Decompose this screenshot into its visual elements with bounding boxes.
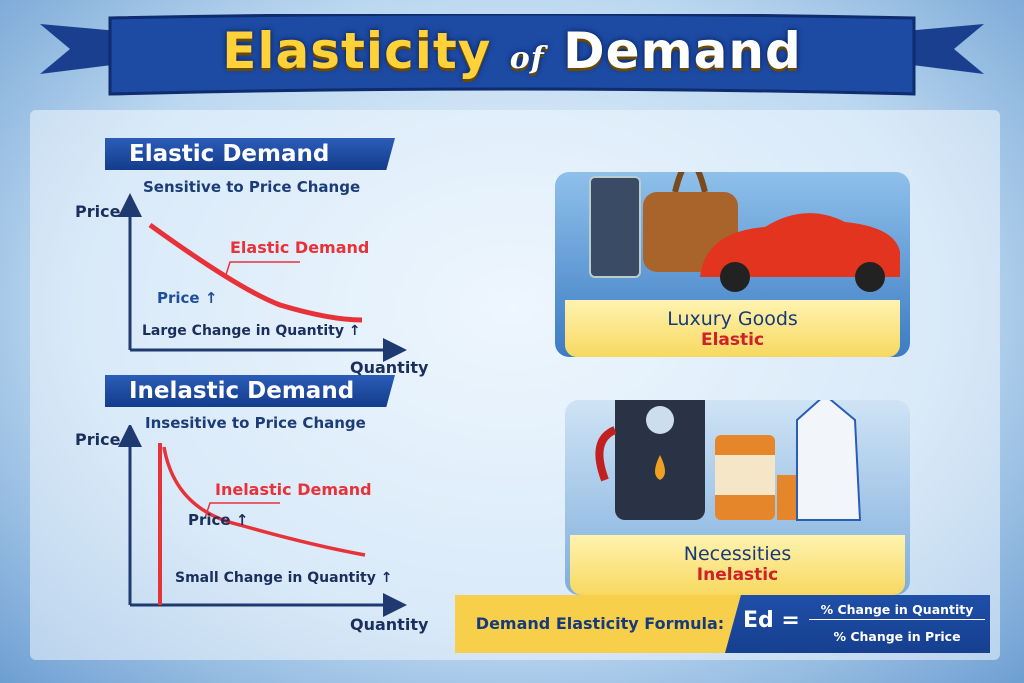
curve-label: Inelastic Demand xyxy=(215,480,372,499)
milk-carton-icon xyxy=(796,400,862,521)
luxury-label: Luxury Goods Elastic xyxy=(565,300,900,357)
sports-car-icon xyxy=(700,213,900,277)
x-axis-label: Quantity xyxy=(350,358,429,377)
luxury-goods-card: Luxury Goods Elastic xyxy=(555,172,910,357)
necessities-card: Necessities Inelastic xyxy=(565,400,910,595)
formula-numerator: % Change in Quantity xyxy=(809,602,985,620)
luxury-tag: Elastic xyxy=(700,330,765,350)
quantity-note: Large Change in Quantity ↑ xyxy=(142,323,361,339)
formula-lhs: Ed = xyxy=(743,608,800,633)
inelastic-subtitle: Insesitive to Price Change xyxy=(145,414,366,432)
formula-denominator: % Change in Price xyxy=(833,629,961,644)
price-note: Price ↑ xyxy=(188,511,248,529)
price-note: Price ↑ xyxy=(157,289,217,307)
elastic-chart: Price Quantity Elastic Demand Price ↑ La… xyxy=(75,193,429,377)
quantity-note: Small Change in Quantity ↑ xyxy=(175,570,392,586)
inelastic-heading: Inelastic Demand xyxy=(105,375,395,407)
formula-box: Ed = % Change in Quantity % Change in Pr… xyxy=(725,595,990,653)
x-axis-label: Quantity xyxy=(350,615,429,634)
necessities-tag: Inelastic xyxy=(696,565,779,585)
necessities-items-illustration xyxy=(595,400,862,521)
inelastic-curve xyxy=(162,446,366,557)
page-title: Elasticity of Demand xyxy=(222,22,802,80)
smartphone-icon xyxy=(589,176,641,278)
curve-label: Elastic Demand xyxy=(230,238,369,257)
luxury-title: Luxury Goods xyxy=(667,308,798,330)
necessities-label: Necessities Inelastic xyxy=(570,535,905,595)
y-axis-label: Price xyxy=(75,202,121,221)
title-ribbon xyxy=(40,14,984,96)
y-axis-label: Price xyxy=(75,430,121,449)
necessities-title: Necessities xyxy=(683,543,792,565)
formula-label: Demand Elasticity Formula: xyxy=(455,595,745,653)
elastic-subtitle: Sensitive to Price Change xyxy=(143,178,361,196)
inelastic-chart: Price Quantity Inelastic Demand Price ↑ … xyxy=(75,425,429,634)
luxury-items-illustration xyxy=(589,172,900,292)
elastic-heading: Elastic Demand xyxy=(105,138,395,170)
elastic-curve xyxy=(148,222,363,323)
